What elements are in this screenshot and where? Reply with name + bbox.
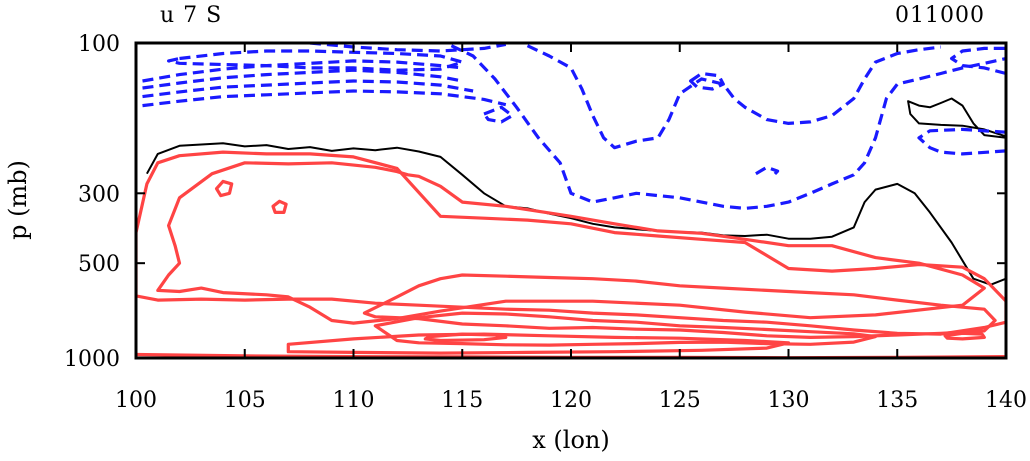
y-tick-label: 1000 — [64, 347, 120, 372]
chart-title: u 7 S — [160, 3, 222, 28]
contour-neg-10 — [950, 46, 1006, 76]
contour-pos-4 — [373, 311, 878, 347]
contour-pos-10 — [271, 199, 288, 214]
contour-neg-3 — [142, 68, 463, 90]
contour-lines — [136, 43, 1006, 358]
y-tick-label: 500 — [78, 252, 120, 277]
contour-pos-7 — [943, 331, 986, 341]
x-tick-label: 120 — [550, 388, 592, 413]
contour-neg-1 — [142, 89, 507, 108]
contour-neg-13 — [755, 165, 780, 180]
x-axis-label: x (lon) — [532, 426, 609, 454]
contour-neg-7 — [526, 44, 941, 150]
contour-pos-1 — [136, 150, 1006, 336]
contour-pos-2 — [156, 161, 986, 325]
contour-zero-line — [146, 142, 1006, 286]
chart-timestamp: 011000 — [895, 3, 985, 28]
contour-zero-upper-right — [907, 97, 1006, 139]
x-axis: 100 105 110 115 120 125 130 135 140 — [115, 43, 1027, 413]
x-tick-label: 125 — [659, 388, 701, 413]
x-tick-label: 140 — [985, 388, 1027, 413]
x-tick-label: 130 — [768, 388, 810, 413]
y-axis: 100 300 500 1000 — [64, 32, 1006, 372]
x-tick-label: 115 — [441, 388, 483, 413]
x-tick-label: 100 — [115, 388, 157, 413]
contour-pos-6 — [423, 332, 508, 343]
x-tick-label: 105 — [224, 388, 266, 413]
contour-neg-4 — [142, 59, 463, 83]
contour-pos-9 — [214, 179, 234, 198]
contour-neg-6 — [450, 44, 1006, 210]
y-axis-label: p (mb) — [4, 160, 32, 240]
contour-neg-2 — [142, 79, 474, 99]
contour-neg-8 — [689, 71, 725, 91]
x-tick-label: 135 — [876, 388, 918, 413]
contour-neg-5 — [167, 49, 464, 72]
y-tick-label: 300 — [78, 182, 120, 207]
x-tick-label: 110 — [333, 388, 375, 413]
y-tick-label: 100 — [78, 32, 120, 57]
contour-neg-11 — [309, 43, 507, 53]
contour-pos-3 — [362, 273, 997, 339]
contour-neg-12 — [482, 105, 514, 124]
